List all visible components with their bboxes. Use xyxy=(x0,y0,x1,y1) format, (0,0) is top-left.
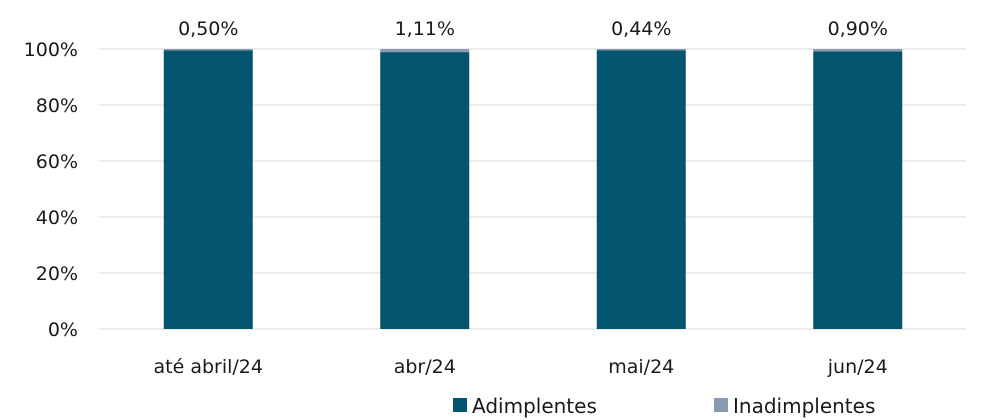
legend: Adimplentes Inadimplentes xyxy=(453,394,875,418)
y-tick-label: 100% xyxy=(24,39,78,61)
bars xyxy=(163,49,903,330)
data-label: 0,50% xyxy=(178,18,238,40)
bar-adimplentes-0 xyxy=(163,50,253,330)
y-tick-label: 80% xyxy=(36,95,78,117)
legend-label-inadimplentes: Inadimplentes xyxy=(733,394,875,418)
y-tick-label: 40% xyxy=(36,207,78,229)
x-category-label: mai/24 xyxy=(608,356,674,378)
bar-inadimplentes-1 xyxy=(380,49,470,53)
legend-swatch-adimplentes xyxy=(453,398,467,412)
bar-adimplentes-2 xyxy=(596,50,686,330)
y-tick-label: 60% xyxy=(36,151,78,173)
data-label: 1,11% xyxy=(395,18,455,40)
x-axis-category-labels: até abril/24 abr/24 mai/24 jun/24 xyxy=(154,356,888,378)
bar-inadimplentes-3 xyxy=(813,49,903,52)
bar-adimplentes-1 xyxy=(380,52,470,329)
data-label: 0,44% xyxy=(611,18,671,40)
legend-swatch-inadimplentes xyxy=(714,398,728,412)
y-tick-label: 20% xyxy=(36,263,78,285)
data-label: 0,90% xyxy=(828,18,888,40)
x-category-label: jun/24 xyxy=(827,356,888,378)
x-category-label: até abril/24 xyxy=(154,356,263,378)
y-axis-tick-labels: 0% 20% 40% 60% 80% 100% xyxy=(24,39,78,341)
bar-adimplentes-3 xyxy=(813,51,903,330)
x-category-label: abr/24 xyxy=(394,356,456,378)
bar-inadimplentes-2 xyxy=(596,49,686,51)
legend-label-adimplentes: Adimplentes xyxy=(472,394,597,418)
data-labels: 0,50% 1,11% 0,44% 0,90% xyxy=(178,18,888,40)
y-tick-label: 0% xyxy=(48,319,78,341)
bar-inadimplentes-0 xyxy=(163,49,253,51)
